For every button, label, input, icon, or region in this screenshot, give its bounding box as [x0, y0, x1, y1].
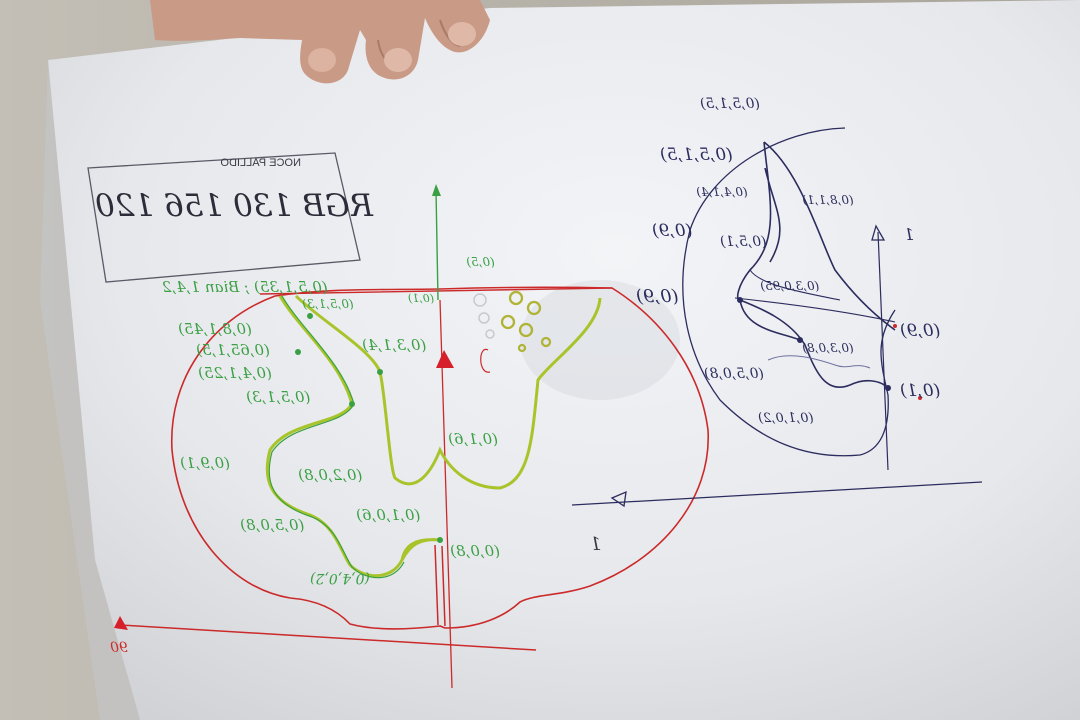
coord-left-2: (0,65,1,5)	[196, 341, 270, 359]
detail-vertical-axis	[877, 231, 889, 471]
coord-inner-1: (0,5,1,3)	[302, 297, 354, 311]
green-vertical-axis	[435, 189, 439, 301]
coord-right-1: (0,5)	[466, 255, 495, 269]
coord-inner-2: (0,3,1,4)	[362, 336, 426, 354]
header-box: NOCE PALLIDO RGB 130 156 120	[87, 152, 374, 283]
right-label: 1	[590, 534, 601, 555]
holding-hand	[150, 0, 490, 84]
coord-inner-6: (0,4,0,2)	[310, 570, 370, 586]
detail-inner-shape	[736, 141, 896, 389]
coord-inner-4: (0,1,0,6)	[356, 506, 420, 524]
detail-coord-2: (0,5,1,5)	[660, 145, 733, 165]
detail-coord-3: (0,4,1,4)	[696, 185, 748, 199]
detail-outline	[682, 127, 896, 457]
detail-coord-11: (0,1,0,2)	[758, 411, 814, 426]
red-axis-arrow	[114, 616, 128, 630]
main-drawing: 90 (0,5,1,35) ; Bian 1,4,2 (0,8,1,45)	[110, 184, 709, 689]
detail-label: 1	[904, 225, 914, 244]
detail-coord-4: (0,8,1,1)	[802, 193, 854, 207]
coord-right-2: (0,1)	[408, 292, 434, 305]
coord-left-4: (0,5,1,3)	[246, 388, 310, 406]
green-axis-arrow	[432, 184, 441, 196]
coord-left-5: (0,9,1)	[180, 454, 230, 472]
red-horizontal-axis	[119, 624, 537, 651]
yellow-dots-cluster	[500, 290, 552, 353]
detail-coord-10: (0,9)	[900, 321, 940, 341]
detail-coord-5: (0,5,1)	[720, 234, 767, 250]
paper-shadow-center	[520, 280, 680, 400]
coord-left-6: (0,5,0,8)	[240, 516, 304, 534]
detail-coord-8: (0,3,0,8)	[802, 341, 854, 355]
coord-left-1: (0,8,1,45)	[178, 320, 252, 338]
paper-sheet	[48, 0, 1080, 720]
detail-coord-1: (0,5,1,5)	[700, 96, 760, 112]
red-outline	[171, 286, 709, 630]
coord-right-3: (0,0,8)	[450, 542, 500, 560]
detail-coord-7: (0,3,0,95)	[760, 279, 819, 293]
header-small-label: NOCE PALLIDO	[220, 157, 301, 169]
red-axis-triangle	[436, 350, 454, 368]
detail-horizontal-axis	[571, 481, 983, 506]
coord-inner-3: (0,2,0,8)	[298, 466, 362, 484]
paper-shadow-bottom-left	[40, 60, 140, 720]
detail-coord-12: (0,1)	[900, 381, 940, 401]
coord-left-3: (0,4,1,25)	[198, 364, 272, 382]
detail-coord-13: (0,9)	[636, 286, 679, 307]
red-top-line	[259, 287, 613, 295]
detail-drawing: (0,5,1,5) (0,5,1,5) (0,4,1,4) (0,8,1,1) …	[571, 96, 983, 508]
axis-label: 90	[110, 640, 128, 656]
top-note: (0,5,1,35) ; Bian 1,4,2	[162, 278, 328, 296]
coord-inner-5: (0,1,6)	[448, 430, 498, 448]
header-rgb-text: RGB 130 156 120	[95, 188, 374, 224]
detail-coord-6: (0,9)	[652, 221, 692, 241]
detail-coord-9: (0,5,0,8)	[704, 366, 764, 382]
green-shape-outline	[268, 295, 405, 579]
